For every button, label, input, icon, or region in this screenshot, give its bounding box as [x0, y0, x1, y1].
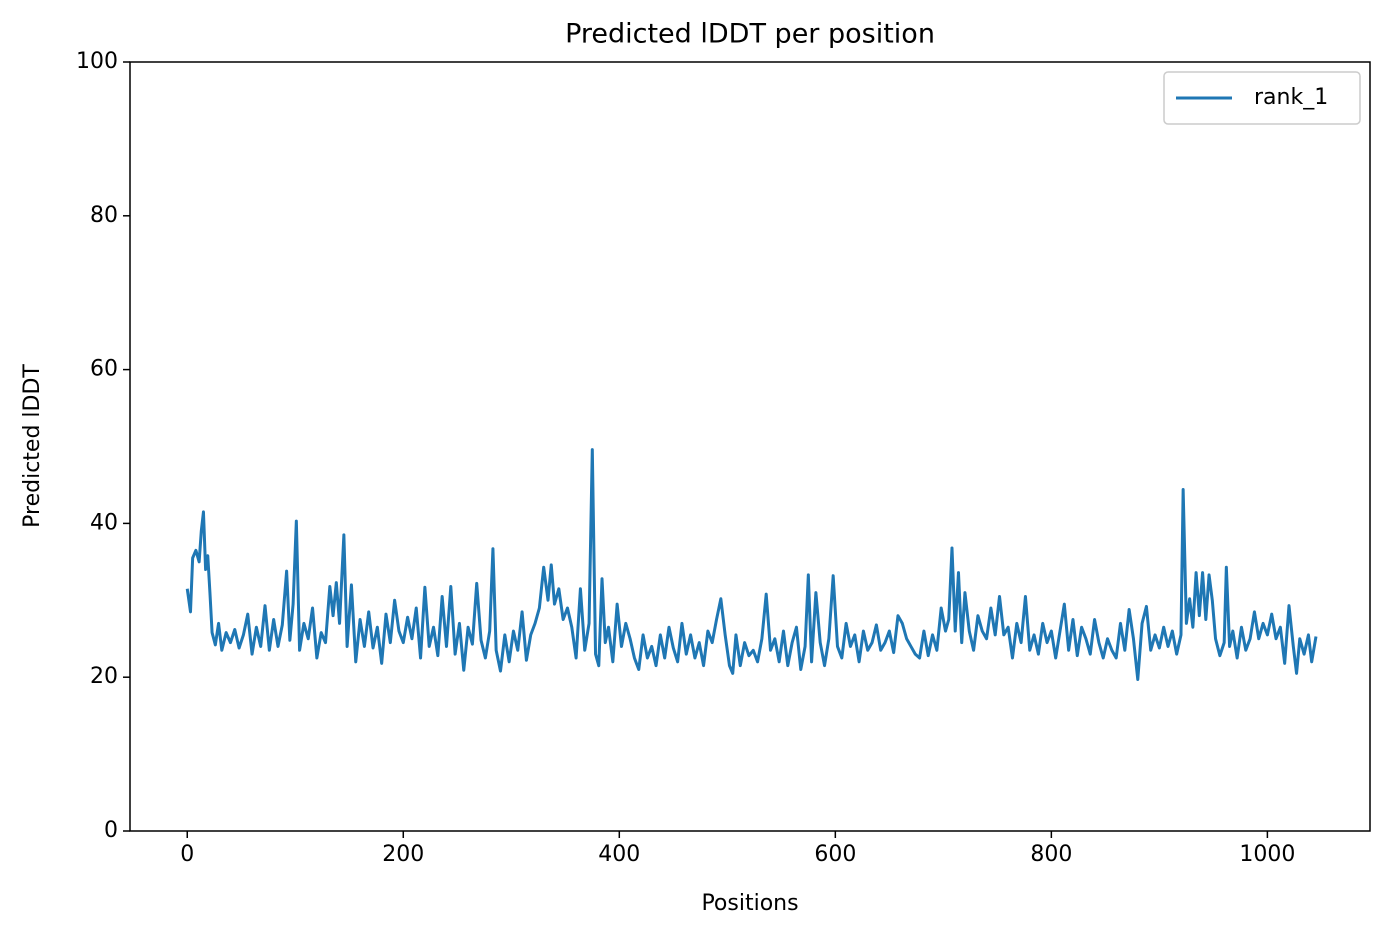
- y-axis-label: Predicted lDDT: [20, 364, 45, 528]
- legend-box: [1163, 71, 1361, 125]
- plot-frame: [129, 61, 1371, 832]
- data-line: [185, 448, 1318, 682]
- x-tick-label: 600: [814, 842, 856, 867]
- legend-label: rank_1: [1254, 85, 1328, 110]
- x-tick-label: 0: [180, 842, 194, 867]
- legend: rank_1: [1163, 71, 1361, 125]
- y-tick-label: 80: [90, 203, 118, 228]
- y-tick-label: 60: [90, 357, 118, 382]
- y-tick-label: 20: [90, 664, 118, 689]
- x-tick-label: 800: [1030, 842, 1072, 867]
- x-tick-label: 1000: [1239, 842, 1295, 867]
- x-tick-label: 400: [598, 842, 640, 867]
- y-tick-label: 40: [90, 510, 118, 535]
- x-tick-label: 200: [382, 842, 424, 867]
- y-tick-label: 0: [104, 818, 118, 843]
- chart-title: Predicted lDDT per position: [565, 19, 935, 50]
- y-tick-label: 100: [76, 49, 118, 74]
- x-axis-label: Positions: [701, 891, 798, 916]
